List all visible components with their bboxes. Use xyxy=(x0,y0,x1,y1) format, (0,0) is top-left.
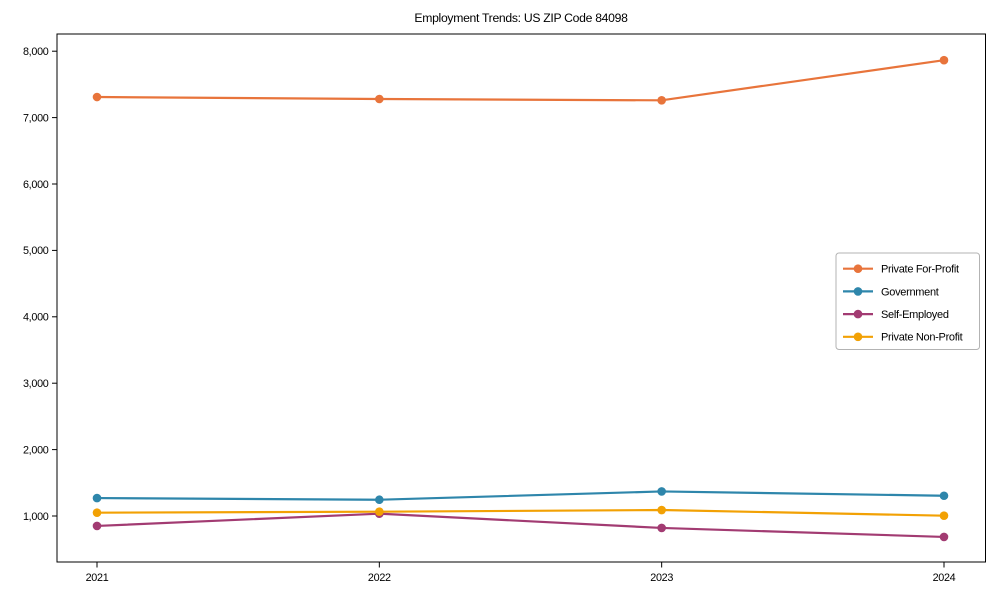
chart-title: Employment Trends: US ZIP Code 84098 xyxy=(414,11,628,25)
chart-point-government xyxy=(375,495,384,505)
chart-point-government xyxy=(92,493,102,503)
chart-point-private-for-profit xyxy=(657,96,666,105)
y-tick-label: 6,000 xyxy=(23,179,49,191)
plot-area xyxy=(56,33,986,563)
legend-box xyxy=(835,252,980,350)
chart-point-private-non-profit xyxy=(92,508,102,517)
x-tick-label: 2022 xyxy=(368,572,391,584)
y-tick-label: 2,000 xyxy=(23,444,49,456)
chart-point-private-for-profit xyxy=(92,92,102,102)
x-tick-label: 2021 xyxy=(86,572,109,584)
chart-line-private-for-profit xyxy=(95,59,946,102)
chart-point-self-employed xyxy=(657,523,666,533)
legend-marker-icon-government xyxy=(853,287,863,296)
y-tick-label: 7,000 xyxy=(23,112,49,124)
legend-label-self-employed: Self-Employed xyxy=(881,309,949,321)
legend-label-private-for-profit: Private For-Profit xyxy=(881,264,959,276)
chart-point-private-non-profit xyxy=(657,505,666,515)
legend-marker-icon-self-employed xyxy=(853,309,863,319)
y-tick-label: 4,000 xyxy=(23,312,49,324)
chart-point-private-non-profit xyxy=(939,511,949,520)
x-tick-label: 2024 xyxy=(933,572,956,584)
y-tick-label: 1,000 xyxy=(23,511,49,523)
legend-label-private-non-profit: Private Non-Profit xyxy=(881,332,963,344)
chart-line-self-employed xyxy=(95,512,946,539)
legend-marker-icon-private-for-profit xyxy=(853,264,863,274)
chart-point-private-for-profit xyxy=(939,55,949,65)
chart-point-government xyxy=(657,487,666,496)
y-tick-label: 8,000 xyxy=(23,46,49,58)
chart-point-self-employed xyxy=(939,532,949,542)
chart-point-government xyxy=(939,491,949,501)
chart-line-private-non-profit xyxy=(95,508,946,517)
chart-point-private-for-profit xyxy=(375,94,384,104)
legend-label-government: Government xyxy=(881,286,939,298)
y-tick-label: 3,000 xyxy=(23,378,49,390)
chart-point-self-employed xyxy=(92,521,102,531)
x-tick-label: 2023 xyxy=(650,572,673,584)
chart-line-government xyxy=(95,490,946,501)
legend-marker-icon-private-non-profit xyxy=(853,332,863,342)
chart-point-private-non-profit xyxy=(375,507,384,516)
y-tick-label: 5,000 xyxy=(23,245,49,257)
